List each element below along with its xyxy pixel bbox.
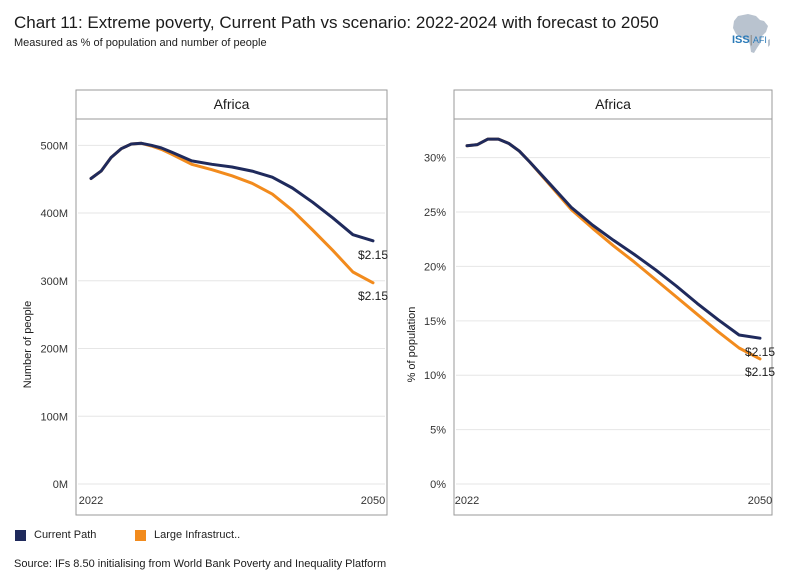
panel2-title: Africa bbox=[595, 96, 631, 112]
panel1-end-label-large-infrastructure: $2.15 bbox=[358, 289, 388, 303]
panel1-frame bbox=[75, 89, 388, 516]
panel1-x-tick-label: 2022 bbox=[79, 495, 103, 507]
panel1-y-tick-label: 200M bbox=[40, 344, 68, 356]
source-note: Source: IFs 8.50 initialising from World… bbox=[14, 558, 387, 570]
iss-logo-text: ISS|AFI bbox=[732, 34, 767, 46]
panel2-frame bbox=[453, 89, 773, 516]
chart-title: Chart 11: Extreme poverty, Current Path … bbox=[14, 13, 659, 32]
panel2-end-label-large-infrastructure: $2.15 bbox=[745, 365, 775, 379]
panel1-y-tick-label: 0M bbox=[53, 479, 68, 491]
panel1-x-tick-label: 2050 bbox=[361, 495, 385, 507]
panel2-y-axis-label: % of population bbox=[406, 307, 418, 383]
panel2-y-tick-label: 30% bbox=[424, 153, 446, 165]
africa-map-logo-icon bbox=[733, 14, 770, 53]
panel2-y-tick-label: 5% bbox=[430, 425, 446, 437]
logo-name: ISS bbox=[732, 34, 750, 46]
panel1-end-label-current-path: $2.15 bbox=[358, 248, 388, 262]
panel2-y-tick-label: 15% bbox=[424, 316, 446, 328]
panel2-end-label-current-path: $2.15 bbox=[745, 345, 775, 359]
legend-item-current-path[interactable]: Current Path bbox=[15, 528, 96, 542]
panel1-y-tick-label: 400M bbox=[40, 208, 68, 220]
chart-subtitle: Measured as % of population and number o… bbox=[14, 37, 267, 49]
legend-label-current-path: Current Path bbox=[34, 529, 97, 541]
panel2-y-tick-label: 0% bbox=[430, 479, 446, 491]
panel1-y-tick-label: 500M bbox=[40, 140, 68, 152]
panel1-title: Africa bbox=[214, 96, 250, 112]
panel2-series-line-large-infrastructure bbox=[465, 137, 762, 361]
panel2-series-line-current-path bbox=[465, 137, 762, 340]
logo-suffix: AFI bbox=[752, 35, 767, 45]
panel1-y-axis-label: Number of people bbox=[22, 301, 34, 388]
panel2-y-tick-label: 10% bbox=[424, 370, 446, 382]
legend-swatch-current-path bbox=[15, 529, 26, 541]
panel2-y-tick-label: 25% bbox=[424, 207, 446, 219]
legend-item-large-infrastructure[interactable]: Large Infrastruct.. bbox=[135, 528, 240, 542]
legend-label-large-infrastructure: Large Infrastruct.. bbox=[154, 529, 241, 541]
panel2-y-tick-label: 20% bbox=[424, 261, 446, 273]
panel1-y-tick-label: 100M bbox=[40, 411, 68, 423]
panel1-y-tick-label: 300M bbox=[40, 276, 68, 288]
legend-swatch-large-infrastructure bbox=[135, 529, 146, 541]
panel2-x-tick-label: 2022 bbox=[455, 495, 479, 507]
panel1-series-line-current-path bbox=[89, 141, 375, 243]
panel2-x-tick-label: 2050 bbox=[748, 495, 772, 507]
